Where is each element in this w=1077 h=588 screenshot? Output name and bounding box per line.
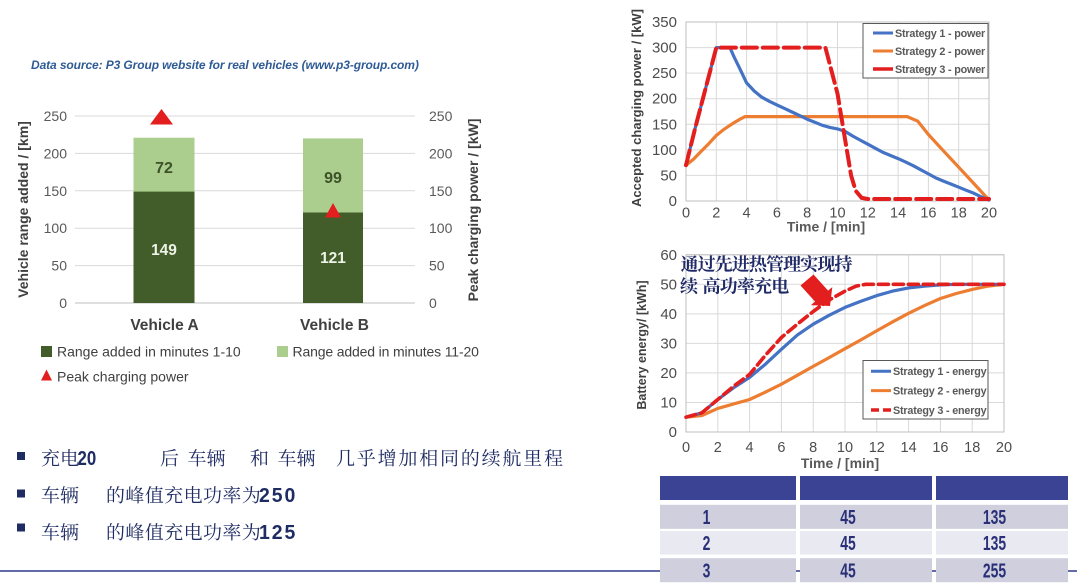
svg-text:Accepted charging power / [kW]: Accepted charging power / [kW] [629,9,644,207]
svg-text:4: 4 [746,440,754,456]
svg-text:14: 14 [901,440,917,456]
svg-text:100: 100 [652,142,677,159]
svg-text:Time / [min]: Time / [min] [801,455,879,471]
svg-text:Strategy 3 - energy: Strategy 3 - energy [893,405,987,417]
svg-text:16: 16 [920,206,936,222]
svg-text:99: 99 [324,170,342,187]
svg-text:45: 45 [840,531,856,554]
svg-text:200: 200 [652,91,677,108]
svg-text:Time / [min]: Time / [min] [787,219,865,235]
svg-text:20: 20 [78,446,97,469]
svg-text:Vehicle range added / [km]: Vehicle range added / [km] [15,121,31,298]
svg-text:255: 255 [983,559,1006,582]
svg-text:100: 100 [429,220,453,236]
svg-text:16: 16 [932,440,948,456]
svg-text:2: 2 [703,531,711,554]
svg-text:350: 350 [652,14,677,31]
svg-text:30: 30 [660,335,677,352]
svg-text:250: 250 [259,485,297,508]
svg-text:20: 20 [660,365,677,382]
svg-text:20: 20 [996,440,1012,456]
svg-text:Battery energy/ [kWh]: Battery energy/ [kWh] [635,280,649,409]
svg-text:2: 2 [712,206,720,222]
svg-text:10: 10 [660,394,677,411]
svg-text:50: 50 [660,276,677,293]
svg-text:150: 150 [652,116,677,133]
svg-text:300: 300 [652,40,677,57]
svg-text:6: 6 [773,206,781,222]
svg-text:Strategy 1 - power: Strategy 1 - power [895,28,986,40]
svg-text:121: 121 [320,250,346,267]
svg-text:14: 14 [890,206,906,222]
svg-text:50: 50 [660,167,677,184]
svg-text:125: 125 [259,522,297,545]
svg-text:250: 250 [44,108,68,124]
svg-text:Vehicle A: Vehicle A [130,317,198,334]
svg-text:4: 4 [743,206,751,222]
svg-text:Strategy 2 - power: Strategy 2 - power [895,46,986,58]
svg-text:0: 0 [59,295,67,311]
svg-text:45: 45 [840,505,856,528]
svg-text:0: 0 [429,295,437,311]
svg-text:150: 150 [429,183,453,199]
svg-text:Data source: P3 Group website: Data source: P3 Group website for real v… [31,58,419,72]
svg-text:250: 250 [652,65,677,82]
svg-text:50: 50 [429,258,445,274]
svg-text:1: 1 [703,505,711,528]
svg-text:150: 150 [44,183,68,199]
svg-text:12: 12 [860,206,876,222]
svg-text:Strategy 1 - energy: Strategy 1 - energy [893,366,987,378]
svg-text:72: 72 [155,160,173,177]
svg-text:Strategy 3 - power: Strategy 3 - power [895,64,986,76]
svg-text:200: 200 [44,145,68,161]
svg-text:135: 135 [983,531,1006,554]
svg-text:Vehicle B: Vehicle B [300,317,369,334]
svg-text:0: 0 [669,424,677,441]
svg-text:100: 100 [44,220,68,236]
svg-text:0: 0 [682,206,690,222]
svg-text:40: 40 [660,306,677,323]
svg-text:18: 18 [951,206,967,222]
svg-text:10: 10 [837,440,853,456]
svg-text:250: 250 [429,108,453,124]
svg-text:20: 20 [981,206,997,222]
svg-text:0: 0 [682,440,690,456]
svg-text:Peak charging power: Peak charging power [57,369,189,385]
svg-text:45: 45 [840,559,856,582]
svg-text:60: 60 [660,247,677,264]
svg-text:12: 12 [869,440,885,456]
svg-text:50: 50 [51,258,67,274]
svg-text:Range added in minutes 11-20: Range added in minutes 11-20 [293,344,480,360]
svg-text:10: 10 [829,206,845,222]
svg-text:8: 8 [809,440,817,456]
svg-text:Peak charging power / [kW]: Peak charging power / [kW] [465,119,481,302]
svg-text:Strategy 2 - energy: Strategy 2 - energy [893,386,987,398]
svg-text:149: 149 [151,242,177,259]
svg-text:135: 135 [983,505,1006,528]
svg-text:8: 8 [803,206,811,222]
svg-text:18: 18 [964,440,980,456]
svg-text:3: 3 [703,559,711,582]
svg-text:Range added in minutes 1-10: Range added in minutes 1-10 [57,344,241,360]
svg-text:0: 0 [669,193,677,210]
svg-text:6: 6 [777,440,785,456]
svg-text:200: 200 [429,145,453,161]
svg-text:2: 2 [714,440,722,456]
